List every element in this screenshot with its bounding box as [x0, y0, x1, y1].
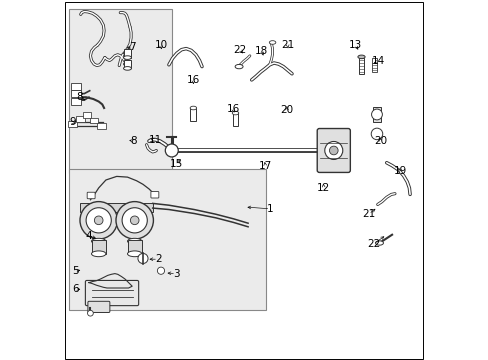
- Text: 19: 19: [392, 166, 406, 176]
- Ellipse shape: [127, 251, 142, 257]
- Bar: [91, 240, 106, 254]
- Text: 9: 9: [69, 117, 76, 127]
- Bar: [76, 116, 85, 122]
- Bar: [69, 9, 172, 173]
- Text: 2: 2: [155, 254, 161, 264]
- Circle shape: [87, 310, 93, 316]
- Circle shape: [80, 202, 117, 239]
- Circle shape: [138, 253, 148, 264]
- Bar: [123, 60, 131, 68]
- Bar: [373, 107, 380, 122]
- Circle shape: [329, 146, 337, 155]
- Text: 10: 10: [154, 40, 167, 50]
- Ellipse shape: [123, 51, 131, 55]
- Ellipse shape: [269, 41, 275, 44]
- Bar: [97, 123, 105, 129]
- Text: 8: 8: [130, 136, 137, 146]
- Ellipse shape: [123, 62, 131, 66]
- Text: 16: 16: [186, 75, 200, 85]
- Bar: [82, 112, 91, 118]
- Bar: [358, 58, 363, 74]
- Ellipse shape: [123, 56, 131, 59]
- Text: 8: 8: [76, 92, 83, 102]
- Ellipse shape: [91, 251, 106, 257]
- Circle shape: [324, 141, 342, 159]
- Bar: [190, 108, 196, 121]
- Bar: [127, 240, 142, 254]
- Ellipse shape: [127, 238, 142, 244]
- Text: 14: 14: [371, 56, 384, 66]
- Circle shape: [116, 202, 153, 239]
- Bar: [80, 203, 153, 212]
- Circle shape: [370, 128, 382, 140]
- Ellipse shape: [190, 106, 196, 110]
- Text: 12: 12: [316, 183, 330, 193]
- Bar: [71, 98, 81, 105]
- Ellipse shape: [91, 238, 106, 244]
- Text: 22: 22: [233, 45, 246, 55]
- Bar: [68, 121, 77, 127]
- Ellipse shape: [375, 241, 383, 245]
- FancyBboxPatch shape: [85, 280, 139, 306]
- Circle shape: [157, 267, 164, 274]
- Circle shape: [122, 208, 147, 233]
- FancyBboxPatch shape: [151, 192, 159, 198]
- Text: 4: 4: [85, 231, 92, 241]
- Text: 15: 15: [169, 159, 183, 169]
- Bar: [123, 49, 131, 58]
- Bar: [89, 118, 98, 123]
- Text: 16: 16: [226, 104, 239, 114]
- FancyBboxPatch shape: [317, 129, 349, 172]
- Bar: [232, 113, 238, 126]
- Bar: [71, 83, 81, 90]
- Text: 11: 11: [148, 135, 162, 145]
- Text: 21: 21: [281, 40, 294, 50]
- Bar: [71, 90, 81, 97]
- Circle shape: [130, 216, 139, 225]
- Text: 5: 5: [72, 266, 79, 276]
- Ellipse shape: [232, 111, 238, 115]
- Text: 6: 6: [72, 284, 79, 294]
- Text: 21: 21: [361, 209, 375, 219]
- Circle shape: [94, 216, 103, 225]
- Text: 13: 13: [348, 40, 361, 50]
- Text: 17: 17: [258, 161, 271, 171]
- Bar: [371, 58, 376, 72]
- Ellipse shape: [123, 67, 131, 70]
- Circle shape: [86, 208, 111, 233]
- Text: 1: 1: [266, 204, 273, 214]
- Text: 20: 20: [280, 105, 293, 115]
- FancyBboxPatch shape: [88, 301, 110, 312]
- Text: 18: 18: [255, 46, 268, 56]
- Text: 3: 3: [172, 269, 179, 279]
- Text: 20: 20: [373, 136, 386, 146]
- Ellipse shape: [235, 64, 243, 69]
- Circle shape: [371, 109, 382, 120]
- Text: 7: 7: [129, 42, 136, 52]
- Bar: [69, 169, 265, 310]
- Ellipse shape: [357, 55, 365, 59]
- FancyBboxPatch shape: [87, 192, 95, 199]
- Circle shape: [165, 144, 178, 157]
- Text: 22: 22: [366, 239, 379, 249]
